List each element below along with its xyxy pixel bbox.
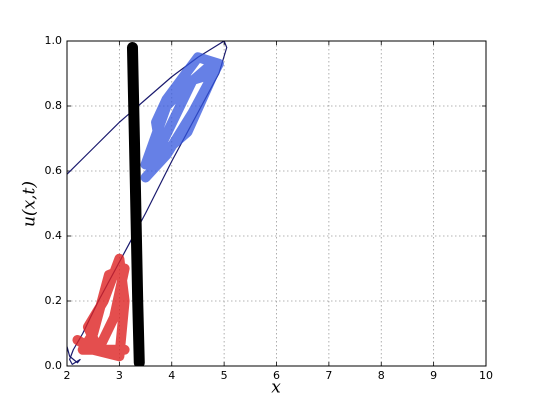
line-series [72,253,130,362]
x-tick-label: 10 [479,369,493,382]
plot-area [67,41,228,366]
y-tick-label: 0.6 [45,164,63,177]
x-tick-label: 7 [325,369,332,382]
x-tick-label: 8 [378,369,385,382]
x-tick-label: 6 [273,369,280,382]
x-axis-label: x [271,378,281,398]
x-tick-label: 3 [116,369,123,382]
plot-frame [66,40,487,367]
y-tick-label: 0.4 [45,229,63,242]
line-series [140,52,224,183]
x-tick-label: 5 [221,369,228,382]
y-tick-label: 0.2 [45,294,63,307]
y-tick-label: 0.8 [45,99,63,112]
line-series [67,41,228,365]
x-tick-label: 4 [168,369,175,382]
x-tick-label: 9 [430,369,437,382]
y-tick-label: 1.0 [45,34,63,47]
x-tick-label: 2 [64,369,71,382]
y-tick-label: 0.0 [45,359,63,372]
line-series [126,42,145,366]
y-axis-label: u(x,t) [20,181,40,227]
